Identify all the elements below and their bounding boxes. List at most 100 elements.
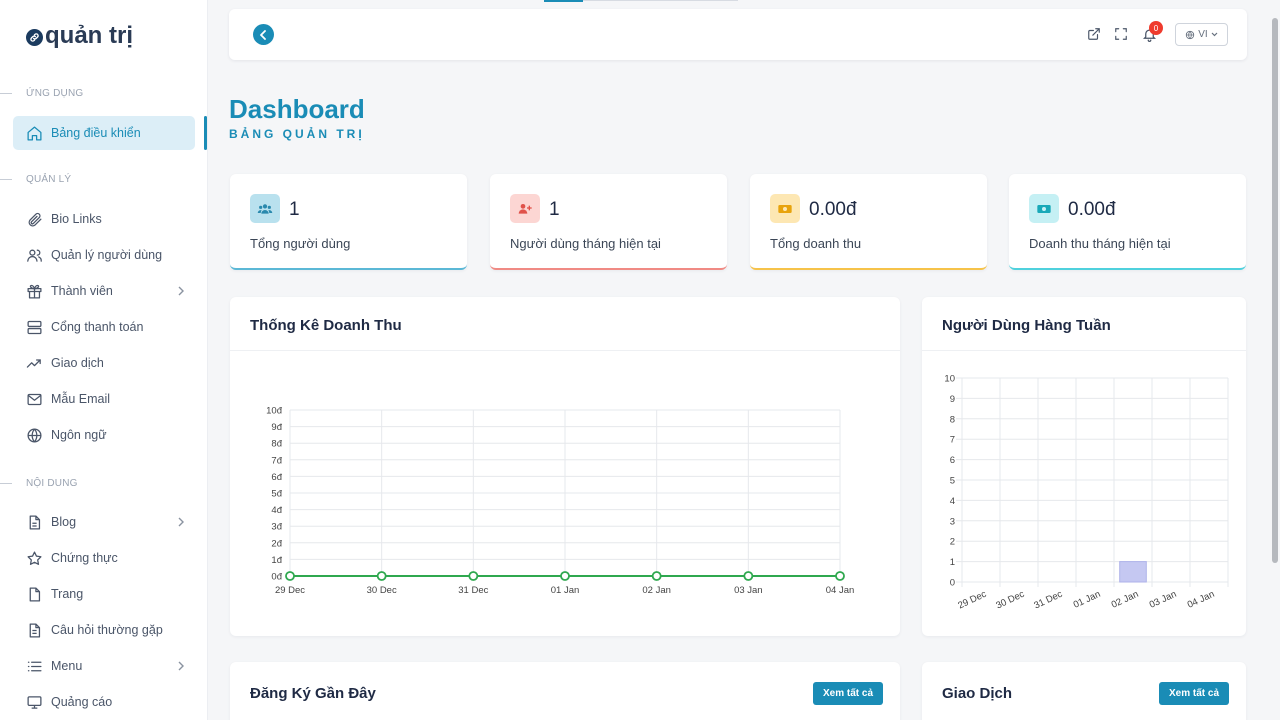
external-link-button[interactable] xyxy=(1085,25,1103,43)
y-tick-label: 8 xyxy=(950,414,955,425)
revenue-chart-panel: Thống Kê Doanh Thu 0đ 1đ 2đ 3đ 4đ 5đ 6đ 7đ 8đ 9đ 1… xyxy=(230,297,900,636)
section-label-manage: QUẢN LÝ xyxy=(0,172,71,186)
sidebar-item-label: Bảng điều khiển xyxy=(51,126,141,140)
home-icon xyxy=(25,124,43,142)
panel-title: Đăng Ký Gần Đây xyxy=(250,685,376,702)
stat-card-monthly-users: 1 Người dùng tháng hiện tại xyxy=(490,174,727,270)
sidebar-item-faq[interactable]: Câu hỏi thường gặp xyxy=(13,613,195,647)
y-tick-label: 3đ xyxy=(271,522,282,533)
stat-label: Tổng doanh thu xyxy=(770,236,862,251)
sidebar-item-label: Bio Links xyxy=(51,212,102,226)
stat-card-monthly-revenue: 0.00đ Doanh thu tháng hiện tại xyxy=(1009,174,1246,270)
y-tick-label: 5 xyxy=(950,476,955,487)
list-icon xyxy=(25,657,43,675)
sidebar-item-dashboard[interactable]: Bảng điều khiển xyxy=(13,116,195,150)
trending-up-icon xyxy=(25,354,43,372)
stat-value: 1 xyxy=(549,199,560,220)
sidebar-item-label: Cổng thanh toán xyxy=(51,320,144,334)
brand-logo[interactable]: quản trị xyxy=(26,22,133,50)
document-icon xyxy=(25,513,43,531)
x-tick-label: 03 Jan xyxy=(734,585,763,596)
chevron-down-icon xyxy=(1211,32,1218,37)
globe-icon xyxy=(25,426,43,444)
sidebar-item-payment-gateways[interactable]: Cổng thanh toán xyxy=(13,310,195,344)
x-tick-label: 30 Dec xyxy=(367,585,397,596)
sidebar-item-label: Ngôn ngữ xyxy=(51,428,107,442)
x-tick-label: 02 Jan xyxy=(642,585,671,596)
sidebar-item-label: Giao dịch xyxy=(51,356,104,370)
sidebar-item-label: Blog xyxy=(51,515,77,529)
sidebar-item-blog[interactable]: Blog xyxy=(13,505,195,539)
sidebar-item-testimonials[interactable]: Chứng thực xyxy=(13,541,195,575)
sidebar-item-languages[interactable]: Ngôn ngữ xyxy=(13,418,195,452)
data-point xyxy=(376,571,387,581)
notification-badge: 0 xyxy=(1149,21,1163,35)
language-selector[interactable]: VI xyxy=(1175,23,1228,46)
x-tick-label: 30 Dec xyxy=(994,589,1026,612)
data-point xyxy=(835,571,845,581)
panel-divider xyxy=(922,350,1246,351)
y-tick-label: 9đ xyxy=(271,422,282,433)
sidebar-item-bio-links[interactable]: Bio Links xyxy=(13,202,195,236)
stat-card-total-users: 1 Tổng người dùng xyxy=(230,174,467,270)
topbar: 0 VI xyxy=(229,9,1247,60)
chevron-right-icon xyxy=(177,660,185,674)
users-icon xyxy=(250,194,280,223)
page-scrollbar[interactable] xyxy=(1272,18,1278,563)
stat-label: Tổng người dùng xyxy=(250,236,351,251)
stat-label: Người dùng tháng hiện tại xyxy=(510,236,661,251)
chevron-left-icon xyxy=(260,29,266,40)
file-text-icon xyxy=(25,621,43,639)
stat-value: 1 xyxy=(289,199,300,220)
money-icon xyxy=(1029,194,1059,223)
money-icon xyxy=(770,194,800,223)
fullscreen-icon xyxy=(1115,28,1127,40)
chevron-right-icon xyxy=(177,516,185,530)
sidebar-toggle-button[interactable] xyxy=(253,24,274,45)
y-tick-label: 8đ xyxy=(271,439,282,450)
star-icon xyxy=(25,549,43,567)
y-tick-label: 1 xyxy=(950,557,955,568)
y-tick-label: 1đ xyxy=(271,555,282,566)
data-point xyxy=(468,571,479,581)
sidebar-item-menu[interactable]: Menu xyxy=(13,649,195,683)
y-tick-label: 9 xyxy=(950,394,955,405)
page-title: Dashboard xyxy=(229,94,365,124)
x-tick-label: 04 Jan xyxy=(1186,589,1217,611)
sidebar-item-transactions[interactable]: Giao dịch xyxy=(13,346,195,380)
sidebar-item-ads[interactable]: Quảng cáo xyxy=(13,685,195,719)
sidebar-item-email-templates[interactable]: Mẫu Email xyxy=(13,382,195,416)
top-progress-indicator xyxy=(544,0,583,2)
language-code: VI xyxy=(1198,29,1208,40)
y-tick-label: 4 xyxy=(950,496,955,507)
sidebar-item-label: Quảng cáo xyxy=(51,695,113,709)
panel-title: Người Dùng Hàng Tuần xyxy=(942,317,1111,334)
y-tick-label: 7đ xyxy=(271,455,282,466)
view-all-transactions-button[interactable]: Xem tất cả xyxy=(1159,682,1230,705)
paperclip-icon xyxy=(25,210,43,228)
user-plus-icon xyxy=(510,194,540,223)
recent-signups-panel: Đăng Ký Gần Đây Xem tất cả xyxy=(230,662,900,720)
y-tick-label: 2đ xyxy=(271,538,282,549)
sidebar-item-users[interactable]: Quản lý người dùng xyxy=(13,238,195,272)
brand-name: quản trị xyxy=(45,22,133,49)
stat-value: 0.00đ xyxy=(809,199,857,220)
y-tick-label: 0 xyxy=(950,578,955,589)
sidebar-item-members[interactable]: Thành viên xyxy=(13,274,195,308)
x-tick-label: 03 Jan xyxy=(1148,589,1179,611)
sidebar-item-label: Câu hỏi thường gặp xyxy=(51,623,163,637)
sidebar-item-pages[interactable]: Trang xyxy=(13,577,195,611)
stat-label: Doanh thu tháng hiện tại xyxy=(1029,236,1171,251)
sidebar: quản trị ỨNG DỤNG Bảng điều khiển QUẢN L… xyxy=(0,0,208,720)
sidebar-item-label: Quản lý người dùng xyxy=(51,248,163,262)
fullscreen-button[interactable] xyxy=(1112,25,1130,43)
section-label-content: NỘI DUNG xyxy=(0,476,78,490)
weekly-users-panel: Người Dùng Hàng Tuần 0 1 2 3 4 5 6 7 8 9 10 29 Dec 3… xyxy=(922,297,1246,636)
sidebar-item-label: Menu xyxy=(51,659,83,673)
y-tick-label: 6 xyxy=(950,455,955,466)
globe-icon xyxy=(1186,30,1195,39)
sidebar-item-label: Thành viên xyxy=(51,284,113,298)
view-all-signups-button[interactable]: Xem tất cả xyxy=(813,682,884,705)
data-point xyxy=(743,571,754,581)
gift-icon xyxy=(25,282,43,300)
